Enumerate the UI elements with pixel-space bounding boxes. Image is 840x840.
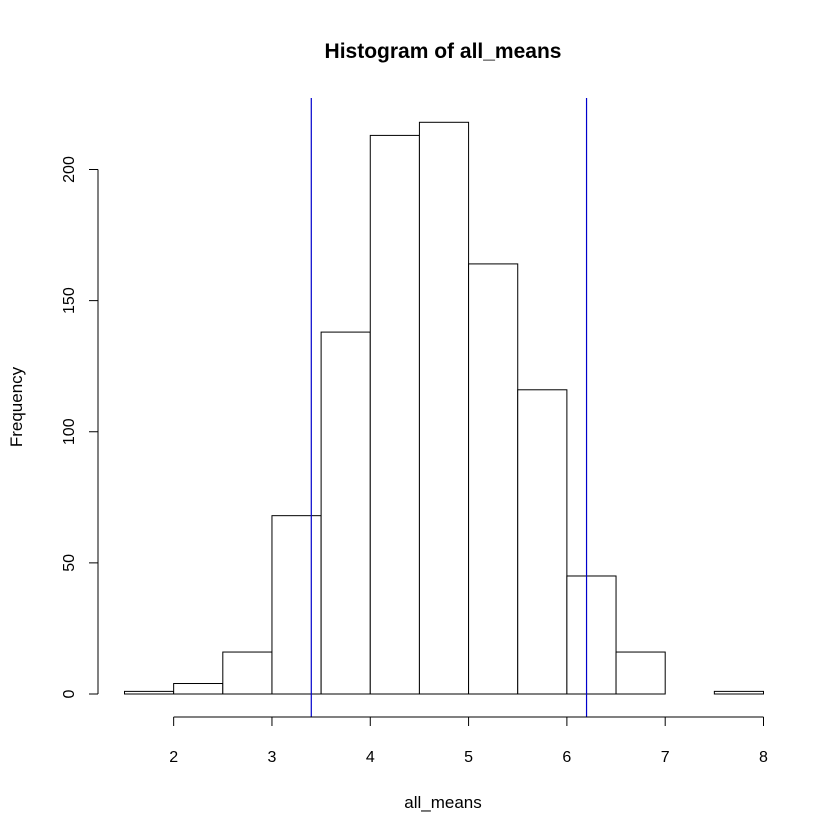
- x-tick-label: 6: [562, 749, 571, 766]
- y-tick-label: 100: [61, 418, 78, 445]
- histogram-bar: [566, 575, 617, 695]
- histogram-bar: [369, 134, 420, 695]
- histogram-bar: [222, 651, 273, 695]
- x-axis-label: all_means: [404, 793, 482, 812]
- histogram-bar: [713, 690, 764, 695]
- histogram-bar: [320, 331, 371, 695]
- x-tick-label: 4: [366, 749, 375, 766]
- histogram-bar: [615, 651, 666, 695]
- x-axis: 2 3 4 5 6 7 8: [169, 716, 768, 766]
- histogram-bar: [271, 515, 322, 695]
- reference-lines-group: [310, 98, 588, 717]
- y-axis: 0 50 100 150 200: [61, 156, 99, 698]
- bars-group: [124, 121, 764, 695]
- histogram-bar: [517, 389, 568, 695]
- y-axis-label: Frequency: [7, 366, 26, 447]
- y-tick-label: 200: [61, 156, 78, 183]
- y-tick-label: 150: [61, 287, 78, 314]
- histogram-bar: [418, 121, 470, 695]
- x-tick-label: 7: [661, 749, 670, 766]
- x-tick-label: 8: [759, 749, 768, 766]
- x-tick-label: 2: [169, 749, 178, 766]
- x-tick-label: 3: [268, 749, 277, 766]
- x-tick-label: 5: [464, 749, 473, 766]
- histogram-bar: [468, 263, 519, 695]
- histogram-bar: [124, 690, 175, 695]
- y-tick-label: 50: [61, 554, 78, 572]
- histogram-bar: [173, 683, 224, 695]
- y-tick-label: 0: [61, 689, 78, 698]
- chart-title: Histogram of all_means: [325, 40, 562, 63]
